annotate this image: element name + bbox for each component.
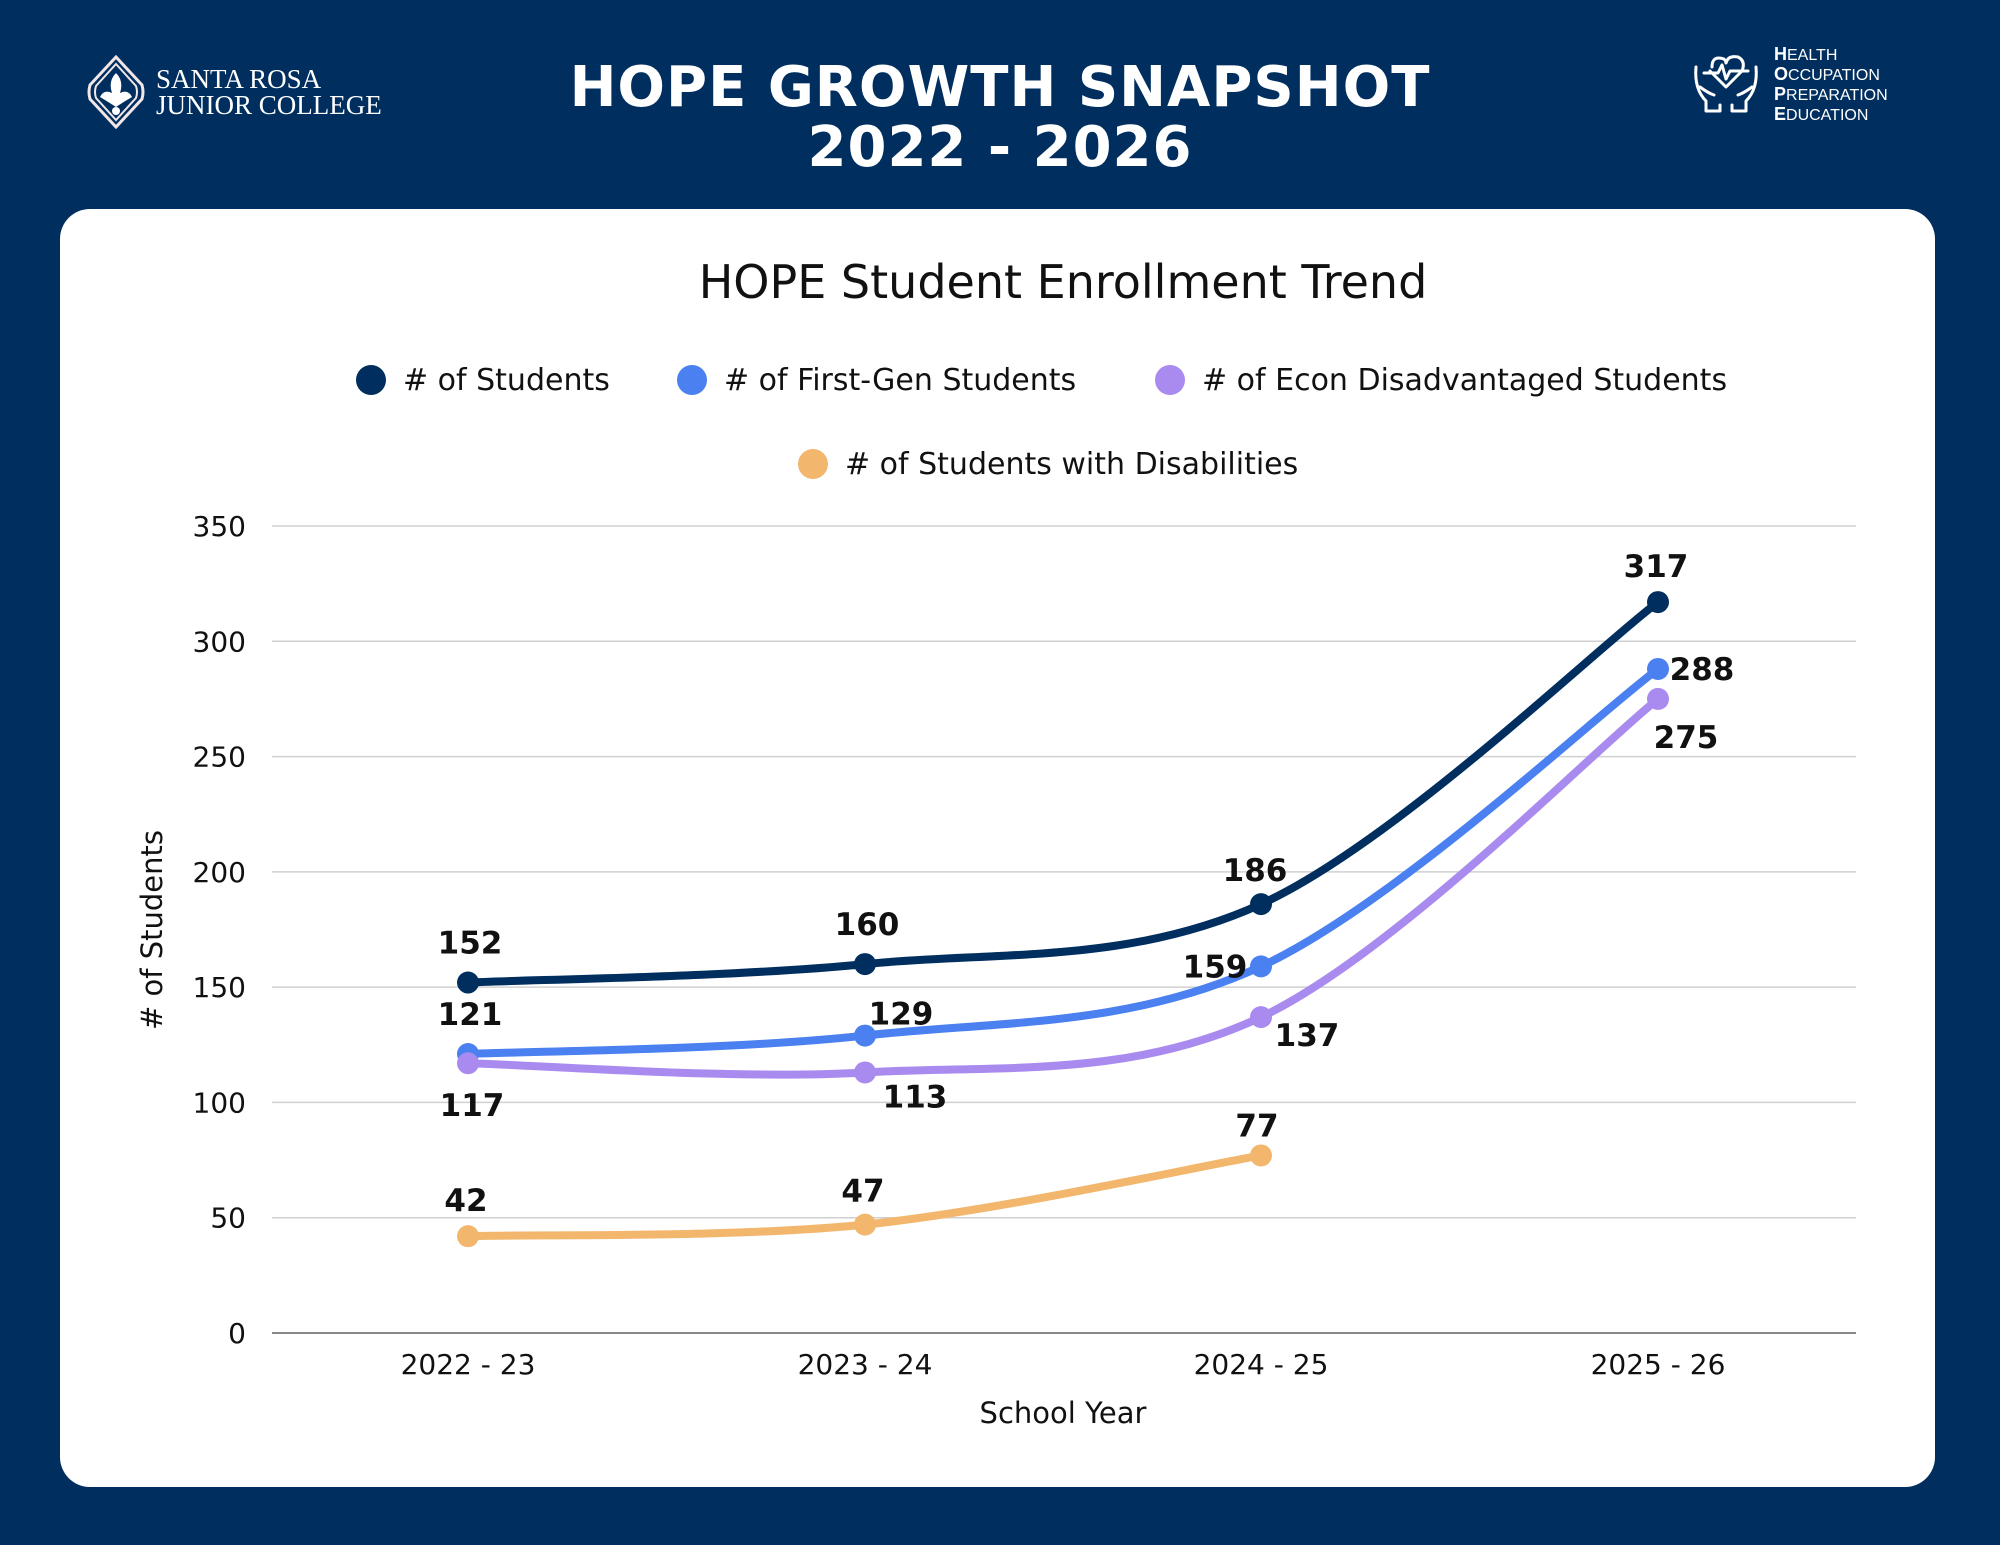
data-point: [457, 1052, 479, 1075]
data-point: [457, 971, 479, 994]
y-tick-label: 50: [210, 1202, 246, 1235]
title-line2: 2022 - 2026: [807, 115, 1193, 180]
legend-item: # of Econ Disadvantaged Students: [1155, 363, 1727, 398]
data-label: 129: [869, 997, 934, 1033]
hope-line-preparation: PREPARATION: [1774, 84, 1888, 105]
y-tick-label: 150: [193, 971, 246, 1004]
series-lines: [457, 591, 1669, 1248]
y-tick-label: 100: [193, 1086, 246, 1119]
x-axis-ticks: 2022 - 23 2023 - 24 2024 - 25 2025 - 26: [401, 1348, 1726, 1381]
data-label: 159: [1183, 949, 1248, 985]
srjc-line1: SANTA ROSA: [156, 64, 322, 94]
data-label: 160: [835, 907, 900, 943]
data-label: 317: [1624, 549, 1689, 585]
chart-card: [60, 209, 1935, 1487]
legend-marker-icon: [356, 365, 386, 395]
legend-label: # of Students with Disabilities: [845, 447, 1298, 482]
legend-item: # of Students with Disabilities: [798, 447, 1298, 482]
legend-item: # of First-Gen Students: [677, 363, 1076, 398]
data-point: [854, 1061, 876, 1084]
title-line1: HOPE GROWTH SNAPSHOT: [569, 55, 1431, 120]
data-point: [1647, 687, 1669, 710]
data-label: 275: [1654, 720, 1719, 756]
data-label: 42: [444, 1183, 487, 1219]
y-tick-label: 350: [193, 510, 246, 543]
data-point: [854, 953, 876, 976]
data-labels: 152 160 186 317 121 129 159 288 117 113 137 275 42 47…: [438, 549, 1735, 1219]
srjc-line2: JUNIOR COLLEGE: [156, 90, 382, 120]
data-point: [1647, 591, 1669, 614]
x-tick-label: 2023 - 24: [798, 1348, 933, 1381]
data-label: 186: [1223, 853, 1288, 889]
y-tick-label: 0: [228, 1317, 246, 1350]
data-point: [854, 1213, 876, 1236]
data-label: 77: [1235, 1108, 1278, 1144]
chart-title: HOPE Student Enrollment Trend: [699, 255, 1428, 309]
data-point: [1250, 1144, 1272, 1167]
data-label: 47: [841, 1174, 884, 1210]
legend: # of Students # of First-Gen Students # of…: [356, 363, 1727, 482]
hope-line-education: EDUCATION: [1774, 104, 1869, 125]
legend-label: # of Students: [403, 363, 610, 398]
y-axis-ticks: 0 50 100 150 200 250 300 350: [193, 510, 246, 1350]
data-point: [1647, 657, 1669, 680]
hope-logo: HEALTH OCCUPATION PREPARATION EDUCATION: [1690, 45, 1888, 125]
page-title: HOPE GROWTH SNAPSHOT 2022 - 2026: [0, 58, 2000, 178]
hands-heart-icon: [1694, 55, 1758, 113]
legend-label: # of Econ Disadvantaged Students: [1202, 363, 1727, 398]
x-tick-label: 2022 - 23: [401, 1348, 536, 1381]
data-label: 113: [883, 1079, 948, 1115]
y-tick-label: 300: [193, 625, 246, 658]
hope-line-health: HEALTH: [1774, 44, 1838, 65]
data-label: 121: [438, 997, 503, 1033]
data-label: 152: [438, 926, 503, 962]
x-tick-label: 2025 - 26: [1591, 1348, 1726, 1381]
legend-label: # of First-Gen Students: [724, 363, 1076, 398]
y-tick-label: 200: [193, 856, 246, 889]
series-line: [464, 598, 1662, 987]
srjc-logo: SANTA ROSA JUNIOR COLLEGE: [86, 55, 382, 129]
data-point: [1250, 1006, 1272, 1029]
y-axis-label: # of Students: [135, 830, 169, 1030]
legend-marker-icon: [1155, 365, 1185, 395]
gridlines: [272, 525, 1856, 1334]
legend-marker-icon: [677, 365, 707, 395]
data-point: [1250, 955, 1272, 978]
series-line: [464, 664, 1662, 1059]
legend-item: # of Students: [356, 363, 610, 398]
data-label: 137: [1275, 1018, 1340, 1054]
data-point: [457, 1225, 479, 1248]
x-axis-label: School Year: [980, 1396, 1147, 1430]
data-point: [1250, 893, 1272, 916]
y-tick-label: 250: [193, 741, 246, 774]
series-line: [464, 694, 1662, 1079]
x-tick-label: 2024 - 25: [1194, 1348, 1329, 1381]
oak-leaf-emblem-icon: [87, 55, 145, 129]
legend-marker-icon: [798, 449, 828, 479]
hope-line-occupation: OCCUPATION: [1774, 64, 1880, 85]
data-label: 117: [440, 1088, 505, 1124]
data-point: [854, 1024, 876, 1047]
data-label: 288: [1670, 652, 1735, 688]
